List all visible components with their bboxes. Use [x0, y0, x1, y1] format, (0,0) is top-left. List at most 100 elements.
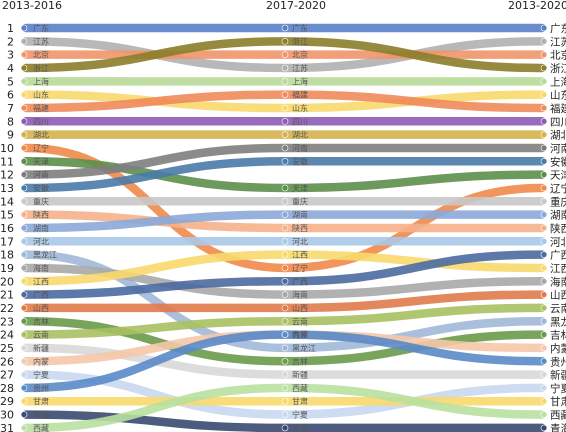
dot-left [20, 344, 28, 352]
dot-right [540, 131, 548, 138]
series-label-middle: 上海 [292, 76, 308, 86]
series-label-left: 山西 [33, 303, 49, 313]
dot-right [540, 304, 548, 312]
rank-number: 21 [0, 289, 14, 302]
series-label-middle: 海南 [292, 290, 308, 300]
series-label-left: 湖南 [33, 223, 49, 233]
dot-right [540, 264, 548, 272]
rank-number: 27 [0, 369, 14, 382]
dot-middle [281, 397, 289, 405]
dot-middle [281, 51, 289, 58]
series-label-middle: 辽宁 [292, 263, 308, 273]
series-label-right: 辽宁 [550, 182, 566, 195]
dot-right [540, 371, 548, 378]
series-label-left: 海南 [33, 263, 49, 273]
dot-right [540, 211, 548, 218]
series-label-middle: 广东 [292, 23, 308, 33]
series-label-left: 湖北 [33, 131, 49, 140]
series-label-middle: 贵州 [292, 330, 308, 340]
series-label-left: 江西 [33, 277, 49, 286]
rank-number: 23 [0, 315, 14, 328]
dot-left [20, 51, 28, 58]
series-label-left: 青海 [33, 410, 49, 420]
series-label-right: 黑龙江 [550, 315, 566, 328]
rank-number: 22 [0, 302, 14, 315]
series-label-right: 海南 [550, 275, 566, 288]
series-label-left: 天津 [33, 156, 49, 166]
series-label-right: 云南 [550, 302, 566, 315]
series-label-right: 甘肃 [550, 395, 566, 408]
dot-left [20, 78, 28, 85]
dot-right [540, 331, 548, 338]
dot-middle [281, 277, 289, 285]
rank-number: 24 [0, 329, 14, 342]
rank-number: 15 [0, 209, 14, 222]
dot-right [540, 184, 548, 192]
rank-number: 17 [0, 235, 14, 248]
dot-right [540, 237, 548, 245]
series-label-middle: 浙江 [292, 36, 308, 46]
dot-left [20, 211, 28, 218]
dot-right [540, 291, 548, 298]
dot-middle [281, 78, 289, 85]
series-label-right: 山西 [550, 290, 566, 302]
dot-middle [281, 118, 289, 125]
dot-left [20, 64, 28, 72]
dot-middle [281, 237, 289, 245]
series-label-right: 江西 [550, 263, 566, 275]
series-label-right: 湖南 [550, 209, 566, 222]
dot-right [540, 317, 548, 325]
series-label-middle: 河南 [292, 143, 308, 153]
dot-left [20, 331, 28, 338]
series-label-left: 河南 [33, 170, 49, 180]
dot-middle [281, 371, 289, 378]
dot-right [540, 344, 548, 352]
series-label-right: 新疆 [550, 369, 566, 382]
series-label-right: 天津 [550, 170, 566, 182]
series-label-middle: 西藏 [292, 383, 308, 393]
dot-middle [281, 158, 289, 165]
rank-number: 28 [0, 382, 14, 395]
series-label-middle: 山西 [292, 303, 308, 313]
series-label-right: 青海 [550, 422, 566, 432]
dot-middle [281, 184, 289, 192]
dot-middle [281, 291, 289, 298]
dot-right [540, 277, 548, 285]
series-label-left: 安徽 [33, 183, 49, 193]
series-label-right: 山东 [550, 89, 566, 102]
dot-left [20, 24, 28, 32]
series-label-middle: 云南 [292, 316, 308, 326]
dot-left [20, 237, 28, 245]
dot-left [20, 397, 28, 405]
rank-number: 26 [0, 355, 14, 368]
series-label-right: 内蒙 [550, 342, 566, 355]
dot-right [540, 51, 548, 58]
series-label-left: 甘肃 [33, 396, 49, 406]
rank-number: 25 [0, 342, 14, 355]
dot-middle [281, 131, 289, 138]
dot-left [20, 131, 28, 138]
dot-middle [281, 211, 289, 218]
dot-left [20, 357, 28, 365]
series-label-right: 安徽 [550, 155, 566, 168]
series-label-left: 新疆 [33, 343, 49, 353]
series-label-left: 西藏 [33, 423, 49, 432]
series-label-left: 陕西 [33, 210, 49, 220]
dot-middle [281, 331, 289, 338]
series-label-left: 重庆 [33, 196, 49, 206]
rank-number: 1 [7, 22, 14, 35]
series-label-left: 江苏 [33, 36, 49, 46]
series-label-right: 湖北 [550, 130, 566, 142]
dot-middle [281, 197, 289, 205]
rank-number: 10 [0, 142, 14, 155]
dot-left [20, 224, 28, 232]
rank-number: 30 [0, 409, 14, 422]
dot-layer [20, 24, 548, 432]
series-label-right: 陕西 [550, 222, 566, 235]
rank-number: 8 [7, 115, 14, 128]
series-label-middle: 湖南 [292, 210, 308, 220]
dot-right [540, 224, 548, 232]
dot-left [20, 171, 28, 178]
series-label-middle: 江苏 [292, 63, 308, 73]
